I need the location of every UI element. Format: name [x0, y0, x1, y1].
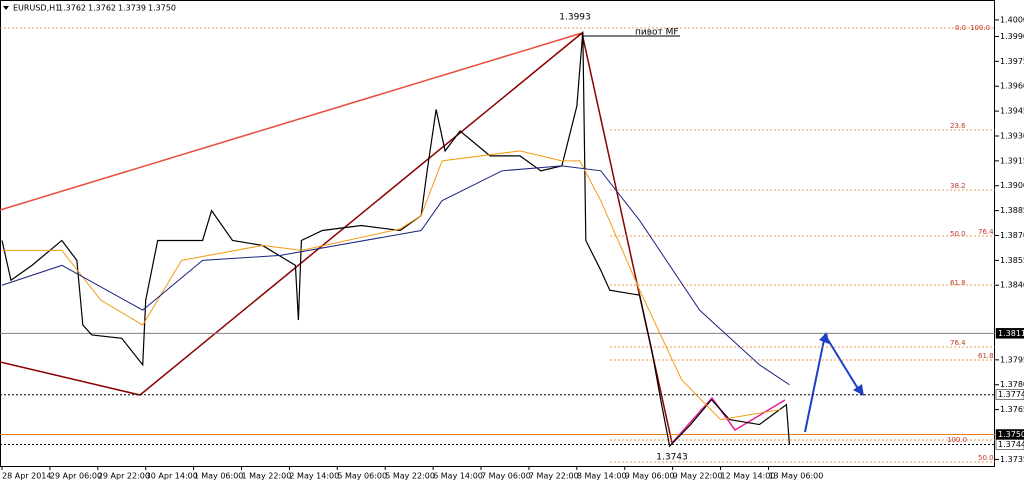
y-tick-label: 1.3855: [1000, 256, 1024, 265]
y-tick-label: 1.3960: [1000, 82, 1024, 91]
symbol-icon: [3, 6, 9, 10]
price-label: 1.3750: [998, 430, 1024, 439]
y-tick-label: 1.3735: [1000, 455, 1024, 464]
x-tick-label: 7 May 06:00: [481, 472, 531, 481]
x-tick-label: 9 May 22:00: [673, 472, 723, 481]
drawings: [0, 32, 864, 444]
forecast-arrow: [804, 332, 861, 433]
annotation: 1.3993: [559, 13, 591, 23]
x-tick-label: 13 May 06:00: [768, 472, 823, 481]
y-tick-label: 1.4000: [1000, 15, 1024, 24]
fib-label: 61.8: [950, 279, 966, 287]
annotation: 1.3743: [656, 453, 688, 463]
price-box: [995, 439, 1024, 450]
fib-label: 76.4: [950, 339, 966, 347]
y-tick-label: 1.3915: [1000, 156, 1024, 165]
x-tick-label: 12 May 14:00: [721, 472, 776, 481]
arrow-head: [853, 384, 864, 396]
fib-label: 50.0: [978, 454, 994, 462]
trend-line: [0, 361, 141, 396]
ohlc-value: 1.3739: [118, 4, 146, 13]
y-tick-label: 1.3945: [1000, 107, 1024, 116]
ohlc-value: 1.3762: [58, 4, 86, 13]
y-tick-label: 1.3990: [1000, 32, 1024, 41]
ohlc-value: 1.3750: [148, 4, 176, 13]
arrow-head: [819, 332, 829, 344]
annotation: пивот MF: [635, 28, 679, 38]
x-tick-label: 7 May 22:00: [529, 472, 579, 481]
x-tick-label: 5 May 06:00: [337, 472, 387, 481]
chart-title: EURUSD,H1: [13, 4, 60, 13]
fib-label: 61.8: [978, 352, 994, 360]
plot-frame: [0, 0, 995, 467]
fib-label: 100.0: [970, 24, 990, 32]
y-tick-label: 1.3930: [1000, 131, 1024, 140]
x-tick-label: 1 May 22:00: [242, 472, 292, 481]
price-box: [995, 328, 1024, 339]
y-tick-label: 1.3885: [1000, 206, 1024, 215]
price-label: 1.3774: [998, 390, 1024, 399]
price-line: [1, 165, 790, 386]
x-tick-label: 29 Apr 22:00: [98, 472, 150, 481]
x-tick-label: 1 May 06:00: [194, 472, 244, 481]
trend-line: [139, 32, 583, 396]
y-tick-label: 1.3975: [1000, 57, 1024, 66]
x-tick-label: 29 Apr 06:00: [50, 472, 102, 481]
price-label: 1.3811: [998, 329, 1024, 338]
x-tick-label: 28 Apr 2014: [2, 472, 51, 481]
price-box: [995, 389, 1024, 400]
price-line: [2, 150, 781, 421]
ohlc-value: 1.3762: [88, 4, 116, 13]
x-tick-label: 5 May 22:00: [385, 472, 435, 481]
fib-label: 76.4: [978, 228, 994, 236]
fib-label: 0.0: [955, 24, 966, 32]
pattern-line: [671, 396, 786, 444]
y-tick-label: 1.3765: [1000, 405, 1024, 414]
y-tick-label: 1.3795: [1000, 355, 1024, 364]
x-tick-label: 2 May 14:00: [289, 472, 339, 481]
y-tick-label: 1.3840: [1000, 281, 1024, 290]
y-tick-label: 1.3900: [1000, 181, 1024, 190]
y-tick-label: 1.3870: [1000, 231, 1024, 240]
x-tick-label: 8 May 14:00: [577, 472, 627, 481]
price-line: [1, 31, 791, 448]
y-tick-label: 1.3780: [1000, 380, 1024, 389]
fib-label: 100.0: [947, 436, 967, 444]
x-tick-label: 6 May 14:00: [433, 472, 483, 481]
trend-line: [0, 32, 583, 211]
fib-label: 38.2: [950, 182, 966, 190]
trend-line: [581, 32, 673, 444]
x-tick-label: 30 Apr 14:00: [146, 472, 198, 481]
fib-label: 23.6: [950, 122, 966, 130]
x-tick-label: 9 May 06:00: [625, 472, 675, 481]
price-label: 1.3744: [998, 440, 1024, 449]
fib-label: 50.0: [950, 230, 966, 238]
